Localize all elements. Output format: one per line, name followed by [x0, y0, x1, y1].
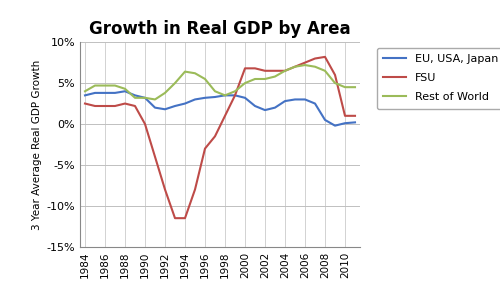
Rest of World — [152, 98, 158, 101]
EU, USA, Japan — [322, 118, 328, 122]
EU, USA, Japan — [292, 98, 298, 101]
FSU — [352, 114, 358, 118]
EU, USA, Japan — [262, 108, 268, 112]
Rest of World — [262, 77, 268, 81]
Rest of World — [332, 81, 338, 85]
Rest of World — [312, 65, 318, 69]
FSU — [312, 57, 318, 60]
Rest of World — [282, 69, 288, 73]
EU, USA, Japan — [92, 91, 98, 95]
EU, USA, Japan — [152, 106, 158, 110]
Rest of World — [232, 89, 238, 93]
EU, USA, Japan — [332, 124, 338, 127]
EU, USA, Japan — [312, 102, 318, 105]
EU, USA, Japan — [122, 89, 128, 93]
Legend: EU, USA, Japan, FSU, Rest of World: EU, USA, Japan, FSU, Rest of World — [377, 48, 500, 109]
FSU — [222, 114, 228, 118]
Rest of World — [162, 91, 168, 95]
Title: Growth in Real GDP by Area: Growth in Real GDP by Area — [89, 20, 351, 38]
EU, USA, Japan — [132, 94, 138, 97]
Rest of World — [172, 81, 178, 85]
Rest of World — [102, 84, 108, 87]
Rest of World — [302, 63, 308, 67]
FSU — [142, 122, 148, 126]
FSU — [342, 114, 348, 118]
FSU — [252, 67, 258, 70]
EU, USA, Japan — [162, 107, 168, 111]
EU, USA, Japan — [202, 96, 208, 100]
EU, USA, Japan — [352, 121, 358, 124]
FSU — [212, 135, 218, 138]
FSU — [322, 55, 328, 59]
Rest of World — [192, 71, 198, 75]
EU, USA, Japan — [102, 91, 108, 95]
FSU — [232, 94, 238, 97]
EU, USA, Japan — [242, 96, 248, 100]
Rest of World — [242, 81, 248, 85]
Rest of World — [202, 77, 208, 81]
Rest of World — [352, 85, 358, 89]
Rest of World — [222, 94, 228, 97]
Rest of World — [142, 96, 148, 100]
Rest of World — [182, 70, 188, 73]
FSU — [332, 73, 338, 77]
Rest of World — [342, 85, 348, 89]
Rest of World — [212, 89, 218, 93]
Rest of World — [92, 84, 98, 87]
FSU — [302, 61, 308, 64]
Rest of World — [122, 87, 128, 91]
Rest of World — [272, 75, 278, 78]
EU, USA, Japan — [222, 94, 228, 97]
Rest of World — [132, 96, 138, 100]
Rest of World — [292, 65, 298, 69]
FSU — [262, 69, 268, 73]
EU, USA, Japan — [182, 102, 188, 105]
Line: Rest of World: Rest of World — [85, 65, 355, 99]
FSU — [102, 104, 108, 108]
EU, USA, Japan — [112, 91, 118, 95]
FSU — [272, 69, 278, 73]
Rest of World — [82, 89, 88, 93]
EU, USA, Japan — [192, 98, 198, 101]
FSU — [92, 104, 98, 108]
EU, USA, Japan — [172, 104, 178, 108]
EU, USA, Japan — [142, 96, 148, 100]
FSU — [112, 104, 118, 108]
FSU — [202, 147, 208, 150]
FSU — [122, 102, 128, 105]
Rest of World — [322, 69, 328, 73]
EU, USA, Japan — [342, 121, 348, 125]
FSU — [162, 188, 168, 191]
FSU — [242, 67, 248, 70]
Rest of World — [112, 84, 118, 87]
EU, USA, Japan — [212, 95, 218, 99]
EU, USA, Japan — [282, 99, 288, 103]
FSU — [292, 65, 298, 69]
FSU — [192, 188, 198, 191]
FSU — [172, 216, 178, 220]
FSU — [182, 216, 188, 220]
EU, USA, Japan — [302, 98, 308, 101]
FSU — [82, 102, 88, 105]
FSU — [282, 69, 288, 73]
FSU — [152, 155, 158, 159]
EU, USA, Japan — [232, 94, 238, 97]
EU, USA, Japan — [252, 104, 258, 108]
Line: EU, USA, Japan: EU, USA, Japan — [85, 91, 355, 126]
FSU — [132, 104, 138, 108]
EU, USA, Japan — [272, 106, 278, 110]
Rest of World — [252, 77, 258, 81]
EU, USA, Japan — [82, 94, 88, 97]
Line: FSU: FSU — [85, 57, 355, 218]
Y-axis label: 3 Year Average Real GDP Growth: 3 Year Average Real GDP Growth — [32, 59, 42, 230]
